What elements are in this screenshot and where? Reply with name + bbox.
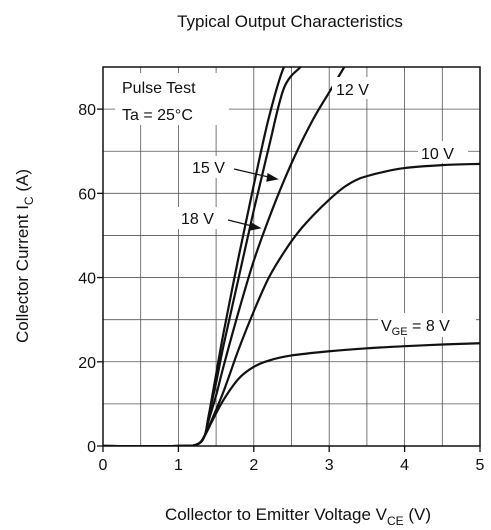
label-leader-18v <box>227 219 262 231</box>
label-10v-bg <box>418 141 468 163</box>
y-tick-labels: 0 20 40 60 80 <box>78 102 96 456</box>
annotation-box <box>115 73 229 125</box>
label-8v-bg <box>378 313 476 337</box>
curve-label-12v: 12 V <box>336 82 369 99</box>
x-tick-label: 4 <box>400 457 409 474</box>
x-tick-label: 1 <box>174 457 183 474</box>
curve-label-10v: 10 V <box>421 146 454 163</box>
x-tick-label: 5 <box>476 457 485 474</box>
curve-8v <box>103 342 480 446</box>
annotation-temperature: Ta = 25°C <box>122 107 193 124</box>
y-tick-label: 60 <box>78 186 96 203</box>
annotation-pulse-test: Pulse Test <box>122 80 196 97</box>
label-15v-bg <box>189 156 237 178</box>
curve-label-15v: 15 V <box>192 160 225 177</box>
y-tick-label: 20 <box>78 355 96 372</box>
plot-frame <box>102 66 481 447</box>
y-tick-label: 40 <box>78 271 96 288</box>
y-axis-label: Collector Current IC (A) <box>13 169 36 343</box>
label-leader-15v <box>233 168 279 182</box>
x-tick-label: 3 <box>325 457 334 474</box>
x-axis-label: Collector to Emitter Voltage VCE (V) <box>165 505 431 528</box>
x-tick-labels: 0 1 2 3 4 5 <box>99 457 485 474</box>
label-12v-bg <box>332 77 382 99</box>
curve-label-18v: 18 V <box>181 211 214 228</box>
y-tick-label: 80 <box>78 102 96 119</box>
label-18v-bg <box>178 207 228 229</box>
y-tick-label: 0 <box>87 439 96 456</box>
x-tick-label: 2 <box>249 457 258 474</box>
curve-label-8v: VGE = 8 V <box>381 318 450 338</box>
curves <box>103 67 480 446</box>
chart-title: Typical Output Characteristics <box>177 12 403 31</box>
x-tick-label: 0 <box>99 457 108 474</box>
